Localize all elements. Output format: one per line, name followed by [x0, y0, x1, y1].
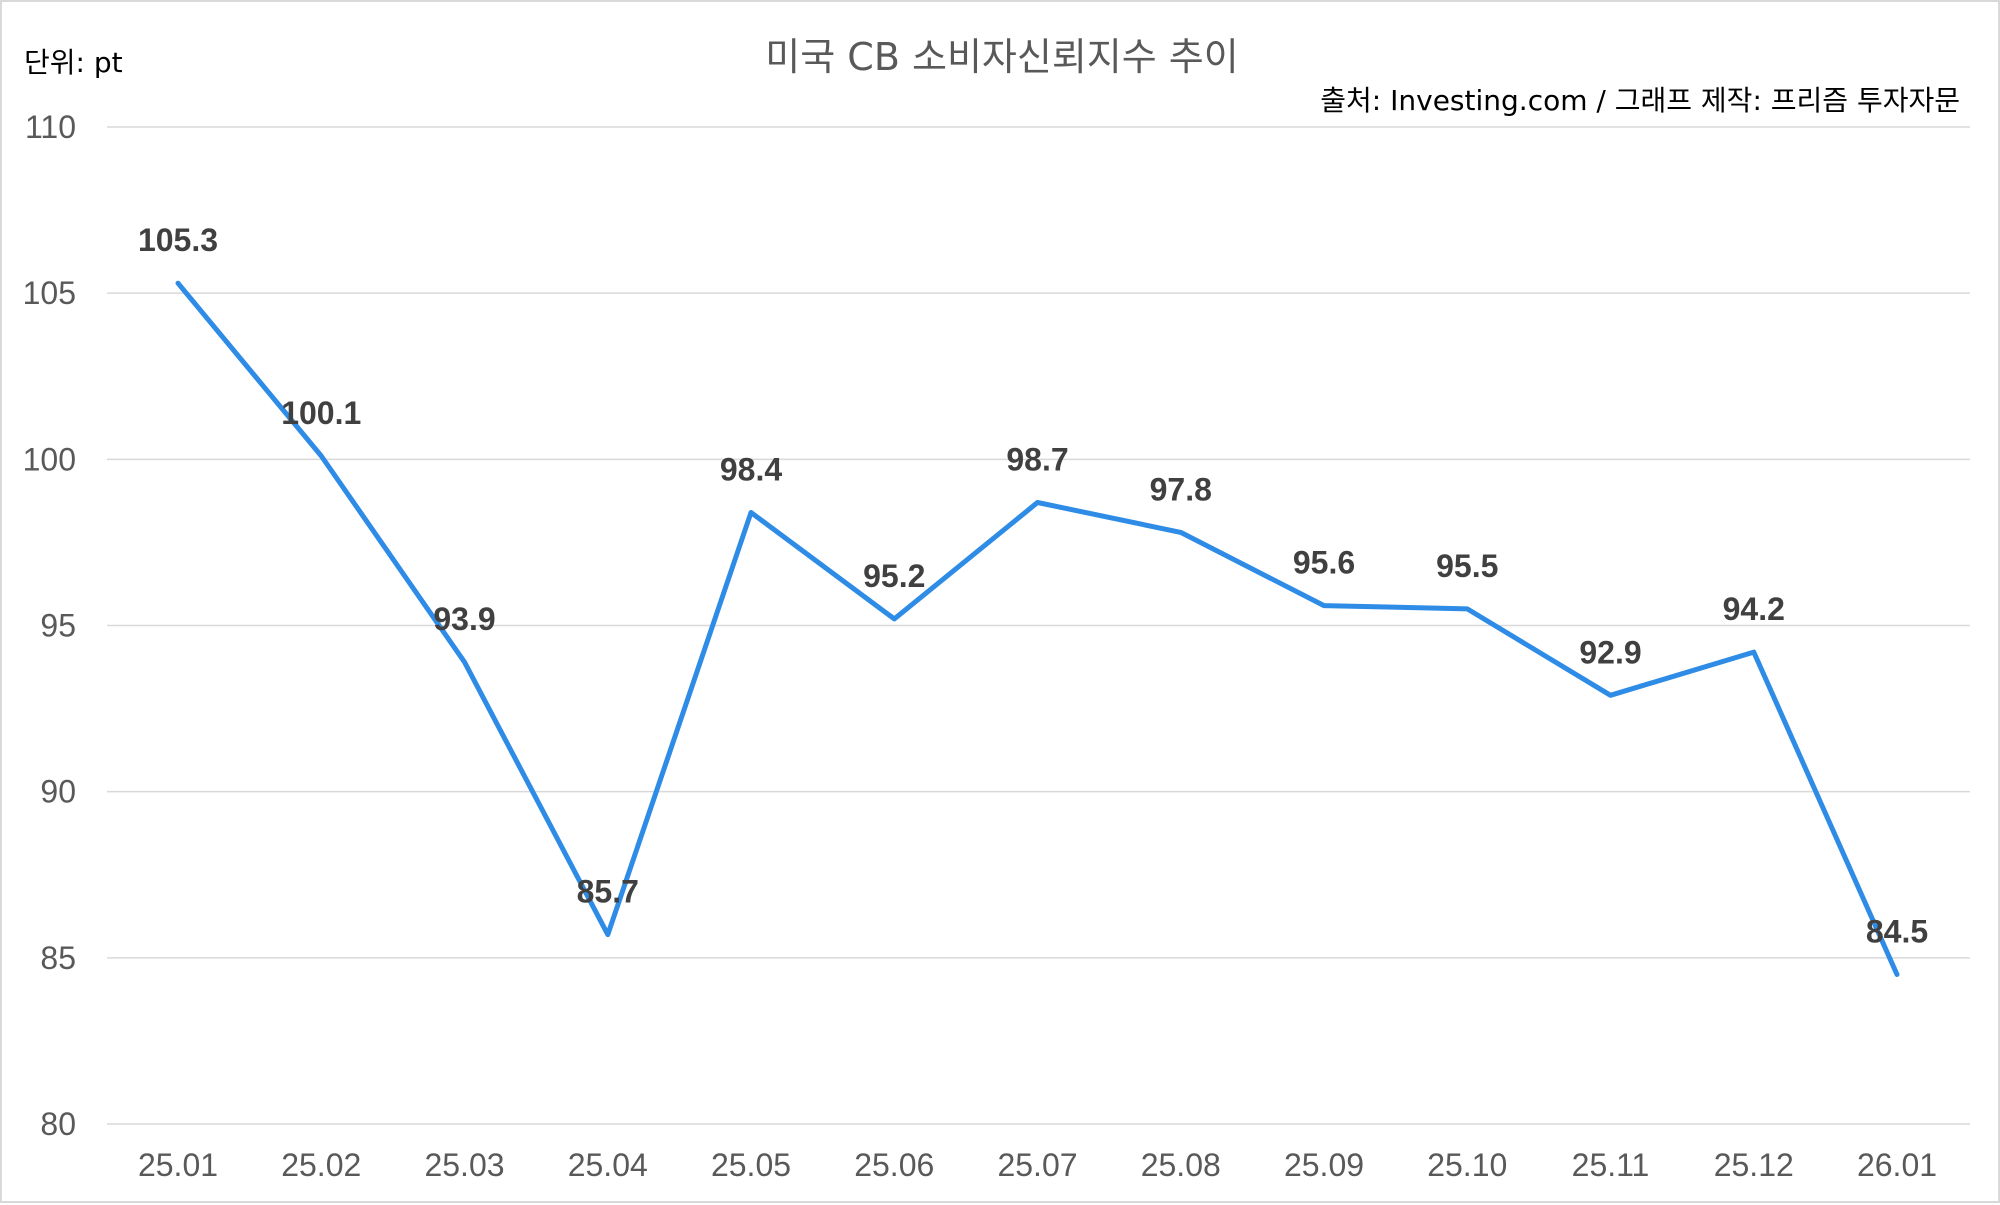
y-tick-label: 105 [23, 275, 76, 311]
data-label: 84.5 [1866, 913, 1928, 949]
x-tick-label: 25.05 [711, 1147, 791, 1183]
x-tick-label: 25.08 [1141, 1147, 1221, 1183]
x-tick-label: 25.11 [1572, 1147, 1650, 1183]
x-tick-label: 25.01 [138, 1147, 218, 1183]
data-labels: 105.3 100.1 93.9 85.7 98.4 95.2 98.7 97.8 95.6 95… [138, 222, 1928, 949]
data-label: 93.9 [433, 601, 495, 637]
data-label: 97.8 [1150, 471, 1212, 507]
data-label: 95.6 [1293, 545, 1355, 581]
x-tick-label: 25.09 [1284, 1147, 1364, 1183]
unit-label: 단위: pt [24, 46, 123, 79]
y-tick-label: 80 [40, 1106, 76, 1142]
y-tick-label: 85 [40, 940, 76, 976]
data-label: 95.2 [863, 558, 925, 594]
chart-title: 미국 CB 소비자신뢰지수 추이 [765, 35, 1238, 79]
data-label: 98.4 [720, 452, 782, 488]
x-tick-label: 26.01 [1857, 1147, 1937, 1183]
y-tick-label: 95 [40, 608, 76, 644]
data-label: 95.5 [1436, 548, 1498, 584]
series-line [175, 280, 1900, 977]
x-tick-label: 25.06 [854, 1147, 934, 1183]
series [175, 280, 1900, 977]
x-axis: 25.01 25.02 25.03 25.04 25.05 25.06 25.07 25.08… [138, 1147, 1937, 1183]
data-label: 98.7 [1006, 442, 1068, 478]
data-label: 85.7 [577, 874, 639, 910]
y-axis: 80 85 90 95 100 105 110 [23, 109, 76, 1142]
y-tick-label: 100 [23, 441, 76, 477]
data-label: 100.1 [281, 395, 361, 431]
y-tick-label: 90 [40, 774, 76, 810]
y-tick-label: 110 [25, 109, 76, 145]
x-tick-label: 25.02 [281, 1147, 361, 1183]
data-label: 92.9 [1579, 634, 1641, 670]
x-tick-label: 25.03 [424, 1147, 504, 1183]
gridlines [107, 126, 1970, 1125]
source-label: 출처: Investing.com / 그래프 제작: 프리즘 투자자문 [1320, 84, 1960, 117]
data-label: 94.2 [1723, 591, 1785, 627]
data-label: 105.3 [138, 222, 218, 258]
x-tick-label: 25.10 [1427, 1147, 1507, 1183]
x-tick-label: 25.12 [1714, 1147, 1794, 1183]
x-tick-label: 25.04 [568, 1147, 648, 1183]
x-tick-label: 25.07 [997, 1147, 1077, 1183]
